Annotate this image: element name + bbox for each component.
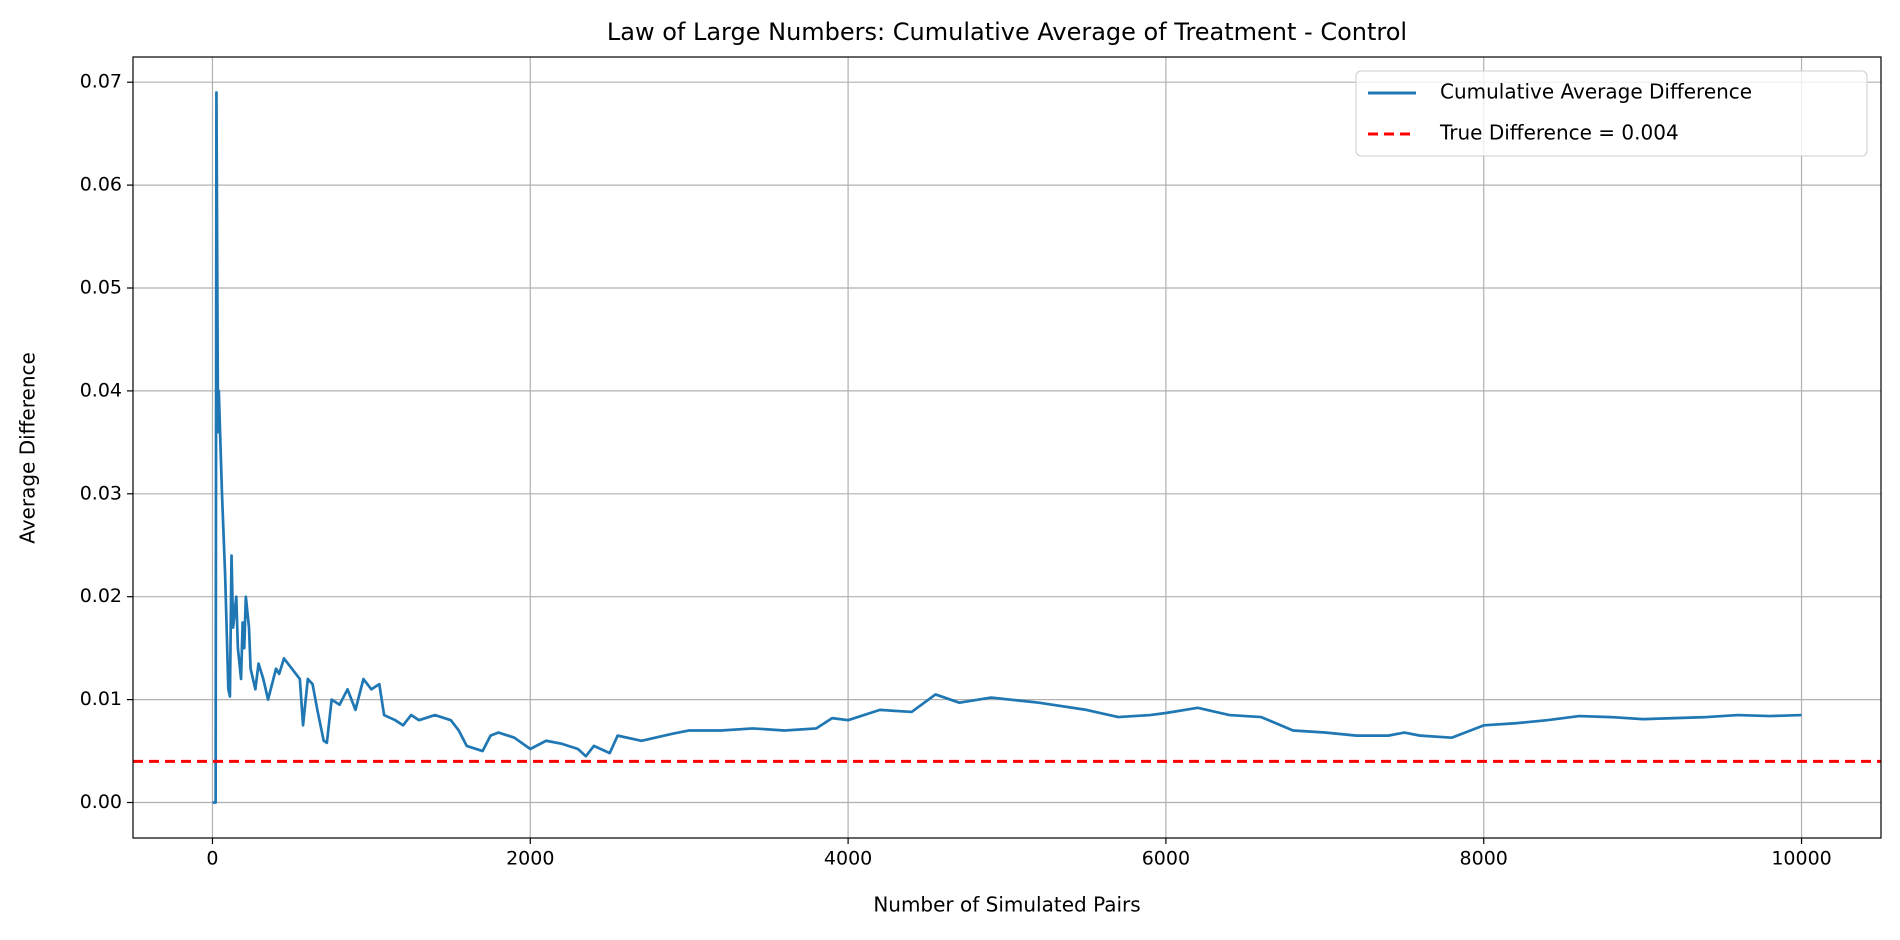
x-tick-label: 4000: [824, 848, 872, 870]
x-tick-label: 8000: [1460, 848, 1508, 870]
plot-frame: [132, 56, 1882, 839]
y-tick-label: 0.00: [80, 791, 122, 813]
legend-box: [1355, 70, 1868, 157]
x-tick-label: 0: [206, 848, 218, 870]
y-tick-label: 0.01: [80, 688, 122, 710]
y-tick-label: 0.05: [80, 277, 122, 299]
y-tick-label: 0.04: [80, 379, 122, 401]
y-tick-label: 0.02: [80, 585, 122, 607]
chart-title: Law of Large Numbers: Cumulative Average…: [607, 18, 1407, 46]
legend-label: True Difference = 0.004: [1439, 121, 1679, 145]
x-tick-label: 10000: [1771, 848, 1831, 870]
y-tick-label: 0.06: [80, 174, 122, 196]
x-tick-label: 2000: [506, 848, 554, 870]
y-axis-label: Average Difference: [16, 352, 40, 544]
x-axis-label: Number of Simulated Pairs: [873, 893, 1140, 917]
data-line: [212, 91, 1802, 804]
x-tick-label: 6000: [1142, 848, 1190, 870]
legend-label: Cumulative Average Difference: [1440, 80, 1752, 104]
y-tick-label: 0.03: [80, 482, 122, 504]
y-tick-label: 0.07: [80, 71, 122, 93]
